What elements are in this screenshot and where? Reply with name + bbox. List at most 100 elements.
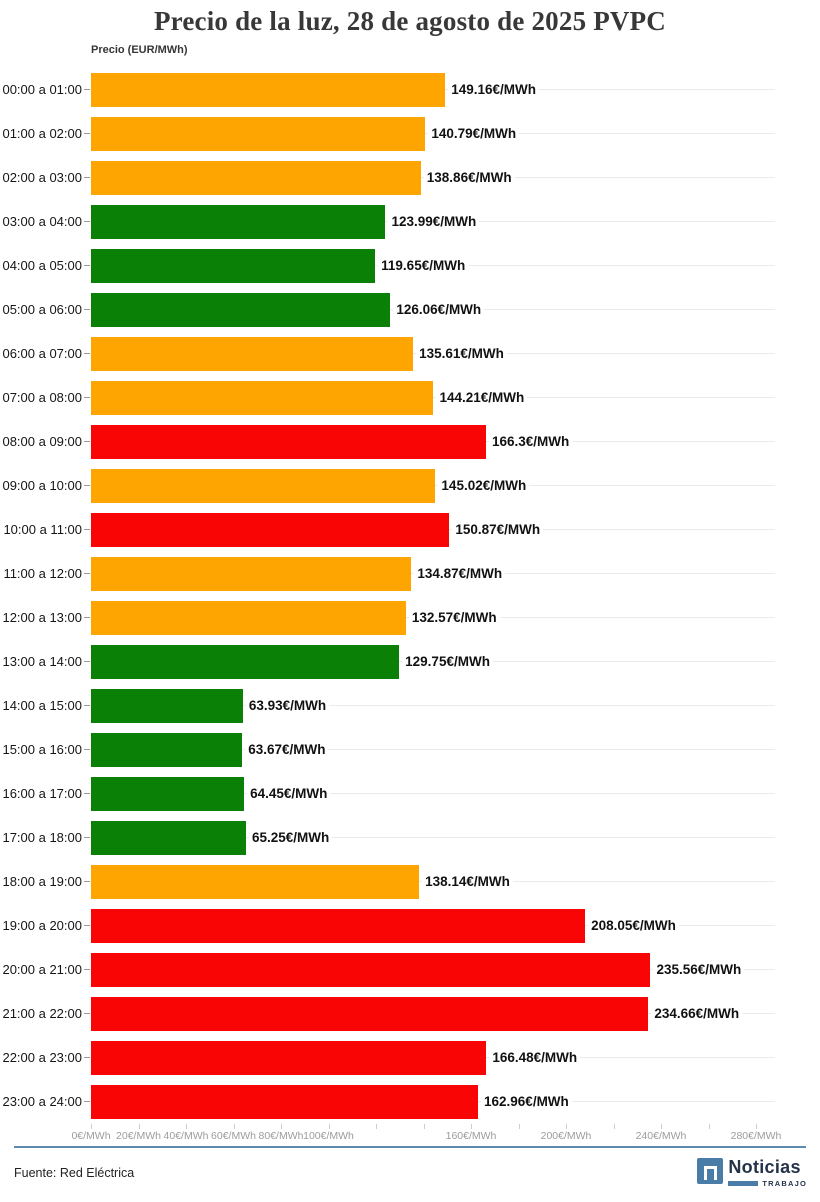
- bar-row: 11:00 a 12:00 134.87€/MWh: [0, 552, 820, 596]
- hour-range-label: 17:00 a 18:00: [2, 830, 82, 845]
- price-value-label: 132.57€/MWh: [408, 596, 500, 640]
- bar-row: 05:00 a 06:00 126.06€/MWh: [0, 288, 820, 332]
- price-bar: [91, 469, 436, 503]
- category-tick: [84, 925, 90, 926]
- hour-range-label: 08:00 a 09:00: [2, 434, 82, 449]
- x-tick-mark: [756, 1124, 757, 1129]
- hour-range-label: 07:00 a 08:00: [2, 390, 82, 405]
- footer-divider: [14, 1146, 806, 1148]
- price-value-label: 135.61€/MWh: [416, 332, 507, 376]
- price-value-label: 235.56€/MWh: [653, 948, 745, 992]
- hour-range-label: 13:00 a 14:00: [2, 654, 82, 669]
- price-bar: [91, 161, 421, 195]
- bar-row: 17:00 a 18:00 65.25€/MWh: [0, 816, 820, 860]
- price-value-label: 234.66€/MWh: [651, 992, 743, 1036]
- y-axis-title: Precio (EUR/MWh): [91, 44, 188, 56]
- x-tick-mark: [91, 1124, 92, 1129]
- x-tick-mark: [233, 1124, 235, 1129]
- bar-row: 20:00 a 21:00 235.56€/MWh: [0, 948, 820, 992]
- bar-row: 13:00 a 14:00 129.75€/MWh: [0, 640, 820, 684]
- logo-name: Noticias: [728, 1157, 801, 1177]
- bar-row: 10:00 a 11:00 150.87€/MWh: [0, 508, 820, 552]
- price-bar: [91, 381, 434, 415]
- hour-range-label: 06:00 a 07:00: [2, 346, 82, 361]
- price-bar: [91, 425, 486, 459]
- x-tick-label: 240€/MWh: [635, 1130, 687, 1142]
- bar-row: 21:00 a 22:00 234.66€/MWh: [0, 992, 820, 1036]
- logo-sub-label: TRABAJO: [762, 1179, 807, 1188]
- price-bar: [91, 205, 386, 239]
- price-bar: [91, 865, 420, 899]
- category-tick: [84, 309, 90, 310]
- hour-range-label: 11:00 a 12:00: [3, 566, 82, 581]
- bar-row: 14:00 a 15:00 63.93€/MWh: [0, 684, 820, 728]
- bar-row: 15:00 a 16:00 63.67€/MWh: [0, 728, 820, 772]
- x-tick-label: 0€/MWh: [71, 1130, 111, 1142]
- category-tick: [84, 1013, 90, 1014]
- price-value-label: 63.93€/MWh: [245, 684, 330, 728]
- price-value-label: 138.86€/MWh: [423, 156, 515, 200]
- bar-row: 22:00 a 23:00 166.48€/MWh: [0, 1036, 820, 1080]
- hour-range-label: 21:00 a 22:00: [2, 1006, 82, 1021]
- bar-row: 02:00 a 03:00 138.86€/MWh: [0, 156, 820, 200]
- price-value-label: 166.48€/MWh: [489, 1036, 581, 1080]
- price-value-label: 145.02€/MWh: [438, 464, 530, 508]
- category-tick: [84, 397, 90, 398]
- bar-chart: 00:00 a 01:00 149.16€/MWh 01:00 a 02:00 140…: [0, 68, 820, 1124]
- price-value-label: 162.96€/MWh: [481, 1080, 572, 1124]
- category-tick: [84, 529, 90, 530]
- hour-range-label: 14:00 a 15:00: [2, 698, 82, 713]
- x-tick-mark: [471, 1124, 472, 1129]
- hour-range-label: 09:00 a 10:00: [2, 478, 82, 493]
- x-tick-label: 100€/MWh: [303, 1130, 354, 1142]
- x-tick-mark: [566, 1124, 567, 1129]
- hour-range-label: 12:00 a 13:00: [2, 610, 82, 625]
- price-bar: [91, 777, 245, 811]
- x-tick-label: 60€/MWh: [211, 1130, 256, 1142]
- logo-sub-bar: [728, 1181, 759, 1186]
- hour-range-label: 15:00 a 16:00: [2, 742, 82, 757]
- bar-row: 04:00 a 05:00 119.65€/MWh: [0, 244, 820, 288]
- hour-range-label: 20:00 a 21:00: [2, 962, 82, 977]
- source-credit: Fuente: Red Eléctrica: [14, 1166, 135, 1180]
- bar-row: 07:00 a 08:00 144.21€/MWh: [0, 376, 820, 420]
- price-value-label: 123.99€/MWh: [388, 200, 480, 244]
- price-value-label: 144.21€/MWh: [436, 376, 528, 420]
- gridline: [91, 837, 775, 838]
- hour-range-label: 23:00 a 24:00: [2, 1094, 82, 1109]
- hour-range-label: 10:00 a 11:00: [3, 522, 82, 537]
- x-tick-label: 200€/MWh: [540, 1130, 592, 1142]
- category-tick: [84, 441, 90, 442]
- x-tick-mark: [518, 1124, 520, 1129]
- price-bar: [91, 1041, 487, 1075]
- noticias-trabajo-logo: Noticias TRABAJO: [697, 1158, 807, 1188]
- hour-range-label: 05:00 a 06:00: [2, 302, 82, 317]
- x-tick-label: 80€/MWh: [258, 1130, 304, 1142]
- noticias-logo-icon: [697, 1158, 724, 1184]
- gridline: [91, 793, 775, 794]
- x-tick-mark: [423, 1124, 425, 1129]
- hour-range-label: 16:00 a 17:00: [2, 786, 82, 801]
- price-value-label: 150.87€/MWh: [452, 508, 544, 552]
- category-tick: [84, 837, 90, 838]
- category-tick: [84, 1057, 90, 1058]
- category-tick: [84, 969, 90, 970]
- bar-row: 06:00 a 07:00 135.61€/MWh: [0, 332, 820, 376]
- x-tick-label: 160€/MWh: [445, 1130, 497, 1142]
- x-axis: 0€/MWh 20€/MWh 40€/MWh 60€/MWh 80€/MWh 100€/M…: [0, 1124, 820, 1148]
- category-tick: [84, 881, 90, 882]
- hour-range-label: 04:00 a 05:00: [2, 258, 82, 273]
- x-tick-mark: [138, 1124, 140, 1129]
- hour-range-label: 22:00 a 23:00: [2, 1050, 82, 1065]
- price-bar: [91, 821, 246, 855]
- x-tick-mark: [281, 1124, 282, 1129]
- gridline: [91, 749, 775, 750]
- category-tick: [84, 265, 90, 266]
- hour-range-label: 01:00 a 02:00: [2, 126, 82, 141]
- x-tick-mark: [328, 1124, 330, 1129]
- category-tick: [84, 573, 90, 574]
- price-bar: [91, 689, 243, 723]
- hour-range-label: 03:00 a 04:00: [2, 214, 82, 229]
- bar-row: 03:00 a 04:00 123.99€/MWh: [0, 200, 820, 244]
- price-value-label: 119.65€/MWh: [378, 244, 469, 288]
